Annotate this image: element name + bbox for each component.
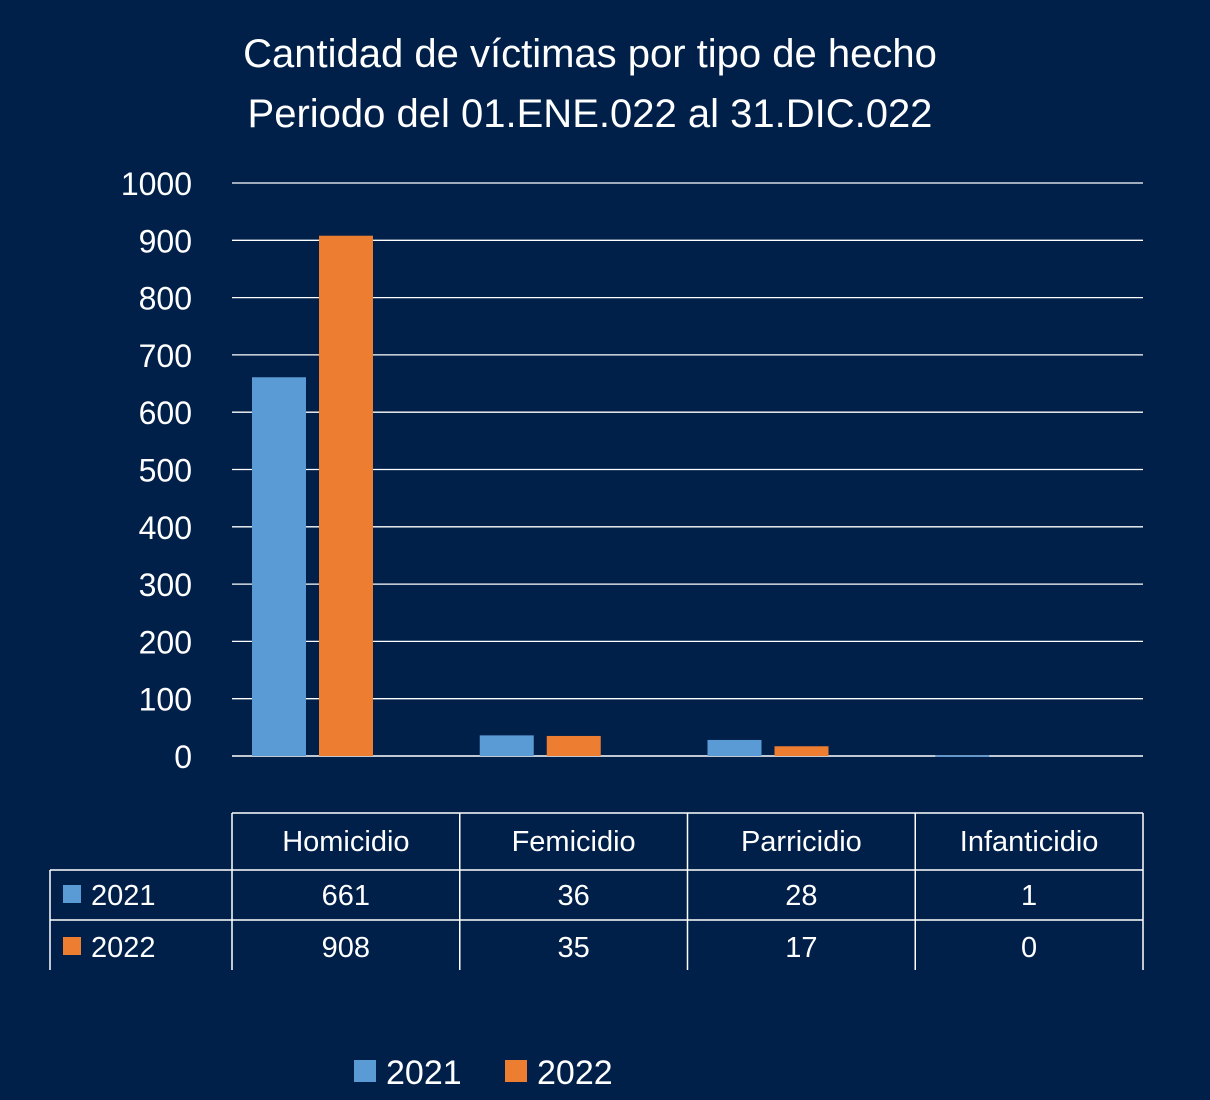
y-tick-label: 800 — [139, 281, 192, 317]
bar-2021-femicidio — [479, 735, 534, 756]
table-key-2021 — [63, 885, 81, 903]
bar-2022-femicidio — [546, 735, 601, 756]
data-label: 908 — [322, 932, 370, 964]
bar-2022-parricidio — [774, 746, 829, 756]
y-tick-label: 0 — [174, 739, 192, 775]
chart-title: Cantidad de víctimas por tipo de hecho — [243, 32, 937, 76]
y-tick-label: 500 — [139, 453, 192, 489]
y-tick-label: 1000 — [121, 166, 192, 202]
data-label: 35 — [557, 932, 589, 964]
chart-subtitle: Periodo del 01.ENE.022 al 31.DIC.022 — [248, 92, 933, 136]
y-tick-label: 300 — [139, 567, 192, 603]
y-tick-label: 600 — [139, 395, 192, 431]
data-table: Homicidio Femicidio Parricidio Infanticidio… — [49, 812, 1144, 970]
bar-2021-homicidio — [252, 377, 306, 756]
legend-swatch-2021 — [354, 1060, 376, 1082]
legend-label-2021: 2021 — [386, 1054, 462, 1092]
bar-2022-homicidio — [319, 235, 373, 756]
legend: 2021 2022 — [354, 1054, 613, 1092]
y-tick-label: 700 — [139, 338, 192, 374]
table-header-homicidio: Homicidio — [282, 826, 409, 858]
legend-swatch-2022 — [505, 1060, 527, 1082]
legend-label-2022: 2022 — [537, 1054, 613, 1092]
data-label: 1 — [1021, 880, 1037, 912]
y-tick-label: 200 — [139, 624, 192, 660]
table-header-parricidio: Parricidio — [741, 826, 862, 858]
data-label: 0 — [1021, 932, 1037, 964]
table-header-infanticidio: Infanticidio — [960, 826, 1099, 858]
table-row-label-2021: 2021 — [91, 880, 156, 912]
table-header-femicidio: Femicidio — [512, 826, 636, 858]
y-tick-label: 900 — [139, 223, 192, 259]
bars — [252, 235, 990, 757]
table-row-label-2022: 2022 — [91, 932, 156, 964]
gridlines — [232, 182, 1143, 757]
bar-2021-infanticidio — [935, 755, 990, 757]
data-label: 36 — [557, 880, 589, 912]
data-label: 661 — [322, 880, 370, 912]
bar-2021-parricidio — [707, 739, 762, 756]
data-label: 28 — [785, 880, 817, 912]
y-tick-label: 100 — [139, 682, 192, 718]
y-tick-label: 400 — [139, 510, 192, 546]
table-key-2022 — [63, 937, 81, 955]
data-label: 17 — [785, 932, 817, 964]
chart-title-group: Cantidad de víctimas por tipo de hecho P… — [243, 32, 937, 136]
